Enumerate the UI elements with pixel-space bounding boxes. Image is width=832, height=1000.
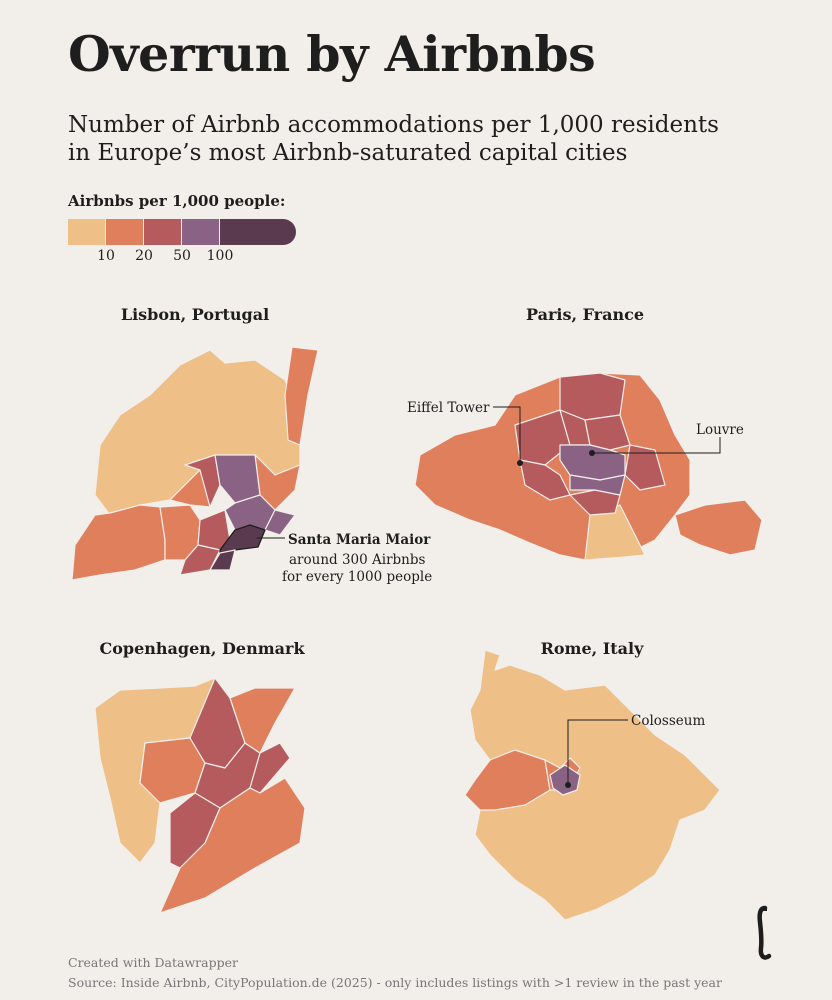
legend-tick-100: 100 (206, 248, 234, 264)
rome-west-1 (464, 749, 551, 811)
paris-south-light (584, 504, 646, 561)
legend-tick-10: 10 (97, 248, 115, 264)
legend-tick-50: 50 (173, 248, 191, 264)
rome-map: Colosseum (464, 649, 721, 921)
copenhagen-amager (159, 777, 306, 913)
lisbon-center-g (264, 509, 296, 536)
color-legend (68, 219, 298, 245)
rome-colosseum-leader (567, 719, 628, 785)
paris-arr-s (569, 489, 621, 516)
rome-colosseum-label: Colosseum (631, 713, 705, 729)
rome-center (549, 764, 581, 796)
lisbon-center-e (214, 454, 261, 504)
lisbon-east-strip (284, 346, 319, 446)
paris-center-2 (569, 474, 626, 496)
paris-louvre-label: Louvre (696, 422, 744, 438)
lisbon-center-d (179, 544, 221, 576)
lisbon-map: Santa Maria Maior around 300 Airbnbs for… (71, 346, 432, 585)
legend-swatch-1 (68, 219, 105, 245)
page-title: Overrun by Airbnbs (68, 25, 596, 83)
legend-tick-20: 20 (135, 248, 153, 264)
subtitle-line-2: in Europe’s most Airbnb-saturated capita… (68, 140, 628, 166)
lisbon-annotation-name: Santa Maria Maior (288, 532, 431, 548)
paris-eiffel-label: Eiffel Tower (407, 400, 490, 416)
paris-title: Paris, France (525, 305, 645, 324)
legend-title: Airbnbs per 1,000 people: (68, 192, 286, 210)
paris-eiffel-leader (493, 406, 521, 463)
lisbon-title: Lisbon, Portugal (120, 305, 270, 324)
subtitle-line-1: Number of Airbnb accommodations per 1,00… (68, 112, 719, 138)
footer-credit: Created with Datawrapper (68, 955, 238, 970)
legend-swatch-4 (182, 219, 219, 245)
lisbon-annotation-line2: around 300 Airbnbs (289, 552, 426, 568)
paris-arr-e (624, 444, 666, 491)
paris-eiffel-marker (517, 460, 523, 466)
lisbon-annotation-line3: for every 1000 people (282, 569, 432, 585)
copenhagen-map (94, 677, 306, 913)
copenhagen-title: Copenhagen, Denmark (99, 639, 305, 658)
copenhagen-north-east (229, 687, 296, 754)
paris-louvre-marker (589, 450, 595, 456)
paris-louvre-leader (592, 437, 721, 454)
legend-swatch-2 (106, 219, 143, 245)
paris-east-bois (674, 499, 763, 556)
footer-source: Source: Inside Airbnb, CityPopulation.de… (68, 975, 722, 990)
paris-map: Eiffel Tower Louvre (407, 372, 763, 561)
lisbon-center-b (184, 454, 221, 508)
legend-swatch-5 (220, 219, 296, 245)
lisbon-center-h (209, 549, 236, 571)
publisher-logo-icon (757, 905, 772, 960)
rome-colosseum-marker (565, 782, 571, 788)
paris-arr-ne (584, 414, 631, 451)
page-subtitle: Number of Airbnb accommodations per 1,00… (68, 111, 768, 167)
paris-arr-north (559, 372, 626, 421)
paris-arr-west (514, 409, 571, 466)
rome-title: Rome, Italy (540, 639, 644, 658)
lisbon-west (71, 504, 166, 581)
legend-swatch-3 (144, 219, 181, 245)
